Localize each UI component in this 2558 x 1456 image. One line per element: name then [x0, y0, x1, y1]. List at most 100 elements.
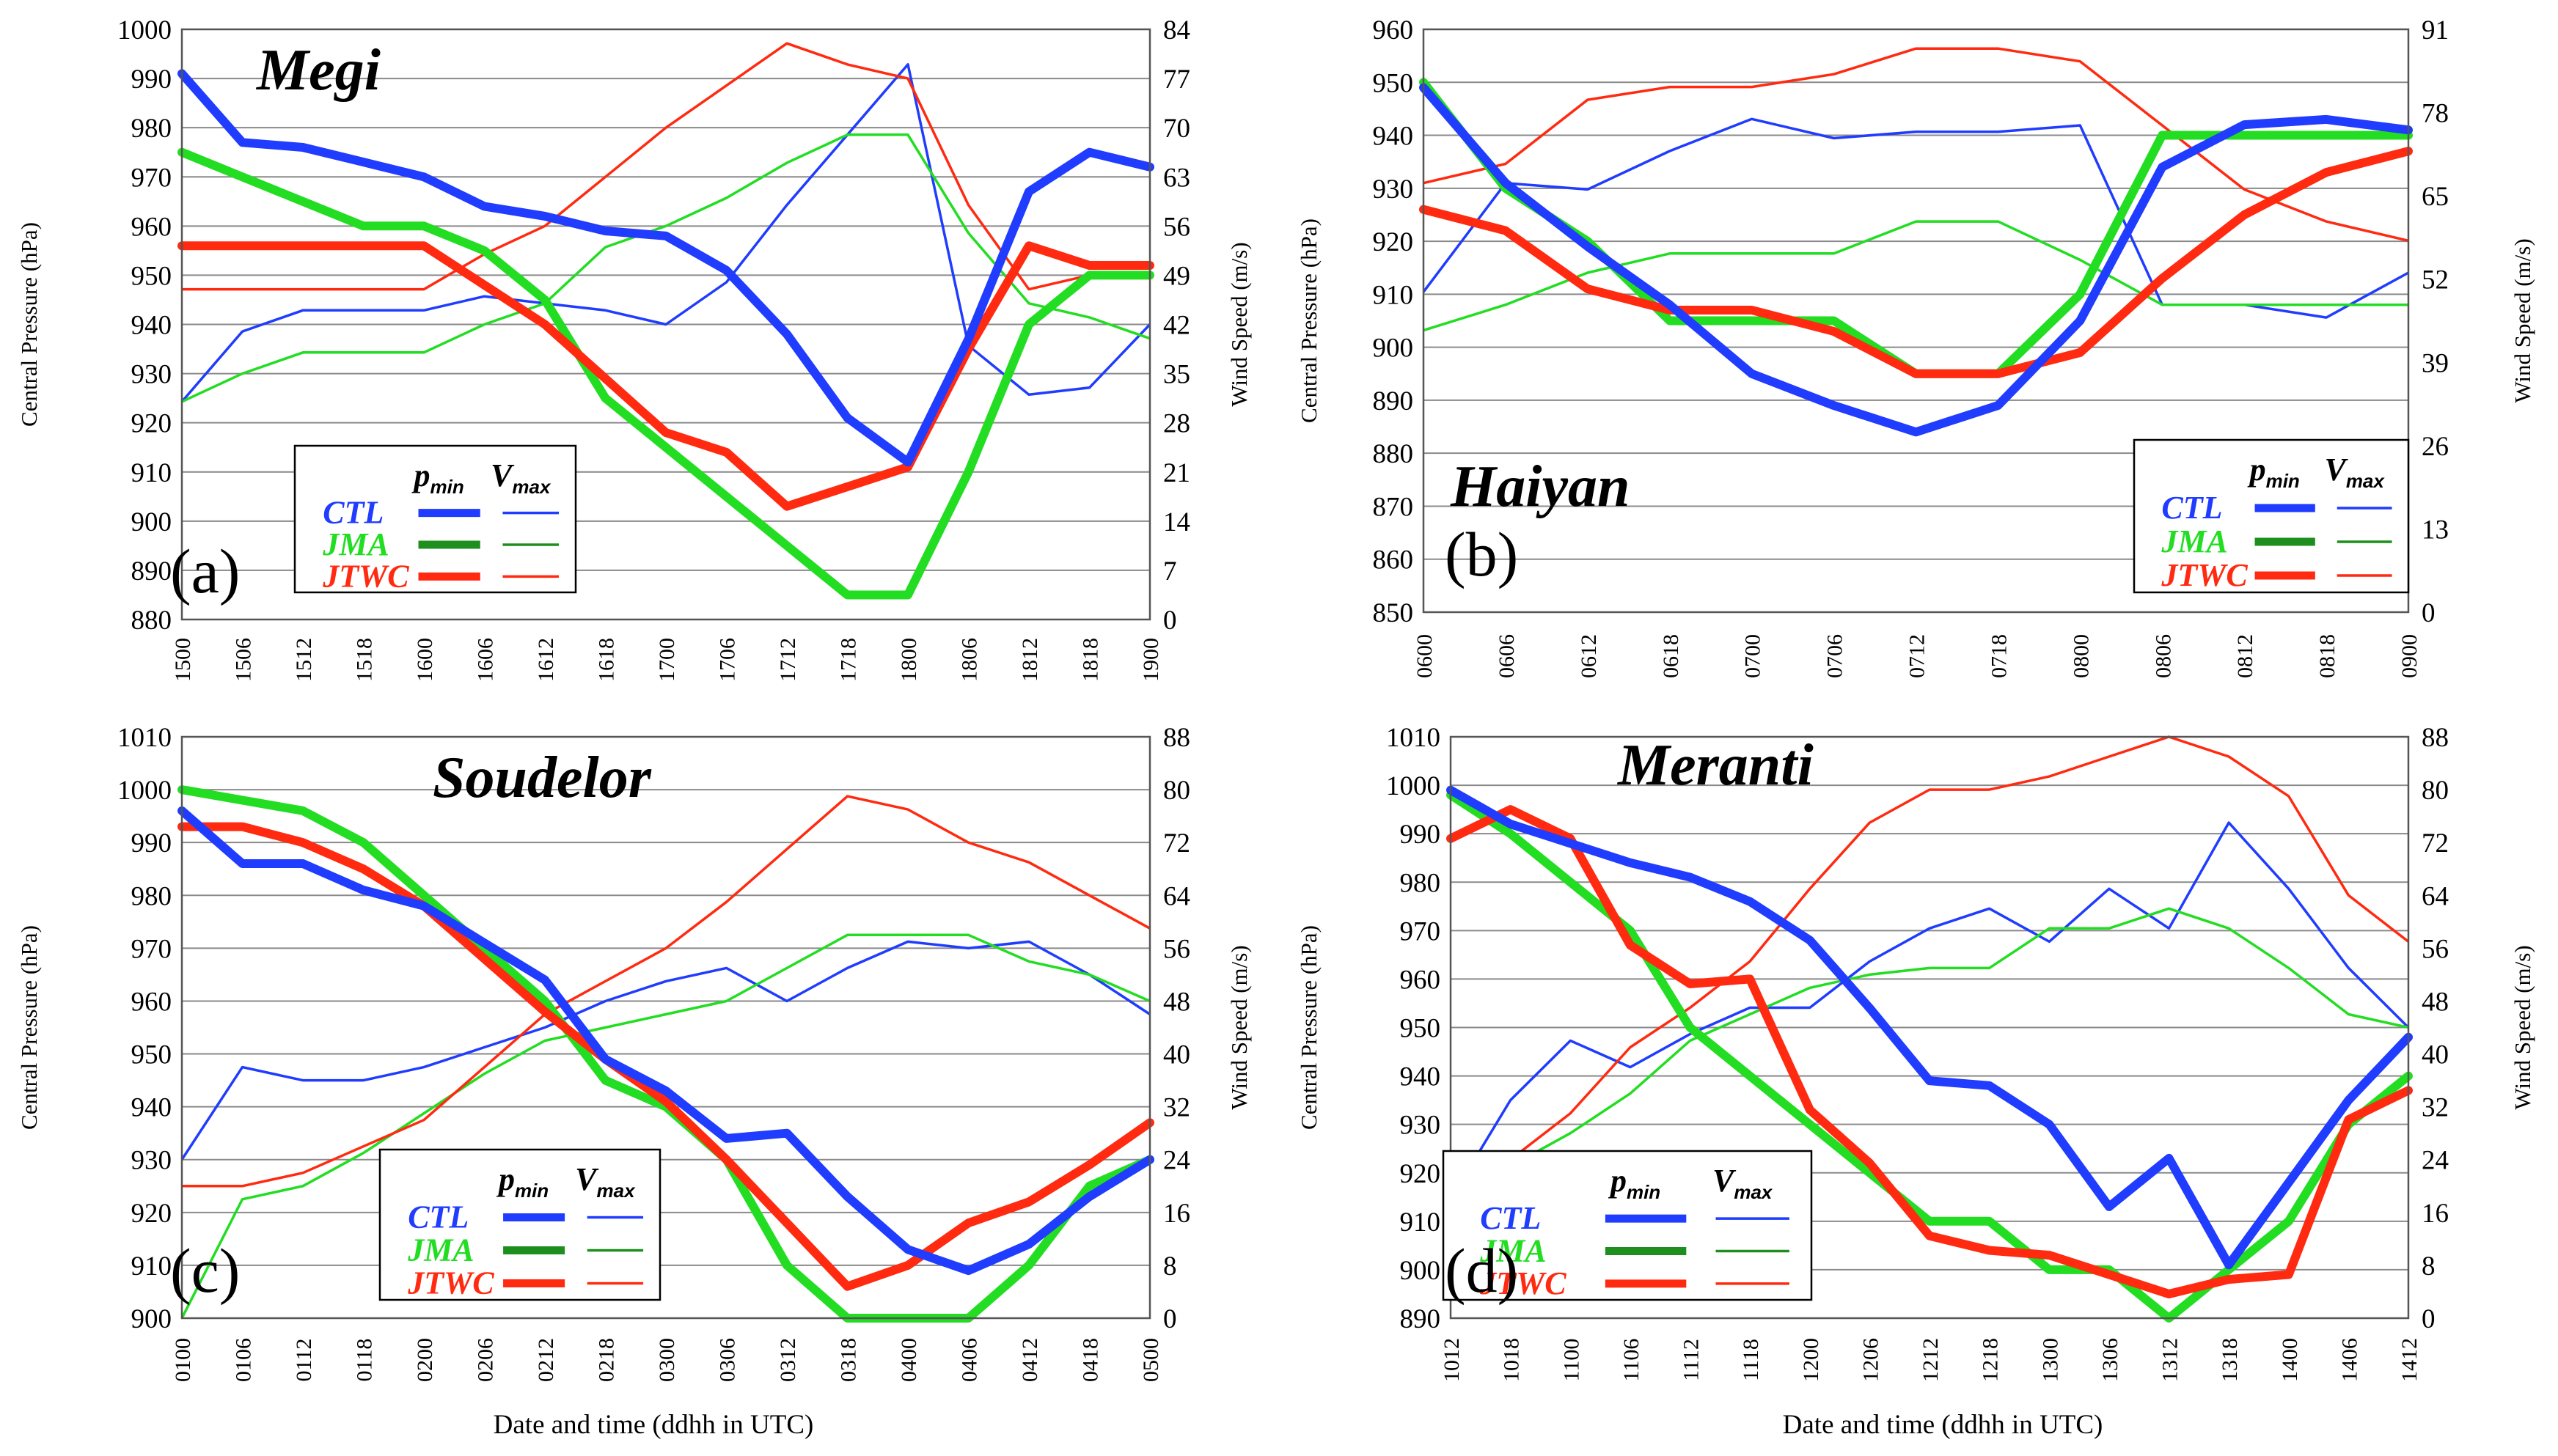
x-tick-label: 1206: [1858, 1338, 1883, 1382]
y-tick-label: 960: [131, 987, 172, 1017]
y-tick-label: 940: [1373, 122, 1414, 152]
y2-tick-label: 63: [1163, 163, 1190, 193]
x-tick-label: 1712: [776, 638, 800, 682]
x-tick-label: 1406: [2337, 1338, 2361, 1382]
x-tick-label: 1612: [534, 638, 558, 682]
y-tick-label: 990: [131, 828, 172, 858]
x-tick-label: 1412: [2397, 1338, 2422, 1382]
y2-tick-label: 8: [2422, 1251, 2436, 1282]
x-tick-label: 1812: [1018, 638, 1042, 682]
x-tick-label: 0400: [897, 1338, 921, 1382]
legend-header-vmax: Vmax: [491, 457, 551, 498]
x-tick-label: 1700: [655, 638, 679, 682]
y-tick-label: 890: [1373, 386, 1414, 416]
legend-header-vmax: Vmax: [2324, 452, 2385, 492]
y2-tick-label: 7: [1163, 556, 1177, 587]
x-tick-label: 0606: [1495, 634, 1519, 678]
x-tick-label: 0818: [2315, 634, 2339, 678]
y2-tick-label: 8: [1163, 1251, 1177, 1282]
y2-tick-label: 32: [1163, 1093, 1190, 1123]
y-tick-label: 890: [1400, 1304, 1441, 1334]
y2-tick-label: 48: [1163, 987, 1190, 1017]
x-tick-label: 0200: [413, 1338, 437, 1382]
x-tick-label: 0300: [655, 1338, 679, 1382]
x-tick-label: 0806: [2151, 634, 2175, 678]
y2-axis-label: Wind Speed (m/s): [2510, 945, 2535, 1109]
plot-frame: [1449, 735, 2410, 1320]
vmax-line-jma: [181, 133, 1151, 403]
y2-tick-label: 56: [2422, 934, 2449, 964]
legend-label-jma: JMA: [322, 526, 389, 562]
x-tick-label: 1800: [897, 638, 921, 682]
y2-tick-label: 26: [2422, 432, 2449, 462]
y-tick-label: 950: [131, 1040, 172, 1070]
x-tick-label: 1818: [1079, 638, 1103, 682]
x-tick-label: 0700: [1741, 634, 1765, 678]
y2-tick-label: 88: [2422, 723, 2449, 753]
storm-name: Soudelor: [433, 746, 652, 810]
x-tick-label: 0118: [353, 1339, 377, 1382]
y-tick-label: 970: [131, 934, 172, 964]
y2-tick-label: 52: [2422, 265, 2449, 295]
x-tick-label: 0212: [534, 1338, 558, 1382]
pmin-line-ctl: [177, 69, 1154, 467]
x-tick-label: 1118: [1739, 1339, 1763, 1381]
y2-tick-label: 78: [2422, 99, 2449, 129]
vmax-line-ctl: [180, 63, 1151, 403]
x-tick-label: 1618: [595, 638, 619, 682]
x-tick-label: 0900: [2397, 634, 2422, 678]
pmin-line-jma: [177, 147, 1154, 600]
y-tick-label: 850: [1373, 598, 1414, 628]
y-tick-label: 970: [131, 163, 172, 193]
y2-tick-label: 80: [2422, 776, 2449, 806]
x-tick-label: 1112: [1679, 1339, 1704, 1381]
x-tick-label: 0412: [1018, 1338, 1042, 1382]
x-tick-label: 1600: [413, 638, 437, 682]
legend-label-jtwc: JTWC: [322, 558, 409, 594]
y-axis-label: Central Pressure (hPa): [16, 222, 42, 427]
legend-box: [378, 1148, 662, 1301]
x-tick-label: 0100: [171, 1338, 195, 1382]
y2-axis-label: Wind Speed (m/s): [2510, 238, 2535, 402]
x-tick-label: 0306: [716, 1338, 740, 1382]
y2-tick-label: 56: [1163, 212, 1190, 242]
y-tick-label: 930: [1373, 174, 1414, 205]
y2-tick-label: 72: [2422, 828, 2449, 858]
y2-tick-label: 39: [2422, 348, 2449, 378]
y-tick-label: 970: [1400, 916, 1441, 946]
plot-frame: [180, 28, 1151, 621]
y2-tick-label: 40: [1163, 1040, 1190, 1070]
y2-tick-label: 65: [2422, 182, 2449, 212]
pmin-line-ctl: [177, 806, 1154, 1276]
x-tick-label: 0418: [1079, 1338, 1103, 1382]
legend-label-ctl: CTL: [2161, 490, 2222, 526]
panel-label: (a): [170, 536, 240, 606]
y-tick-label: 900: [131, 507, 172, 537]
panel-c-soudelor: 900 910 920 930 940 950 960 970 980 990 1000 1010 0 8…: [16, 723, 1252, 1382]
y-tick-label: 1010: [117, 723, 172, 753]
y2-tick-label: 24: [2422, 1146, 2449, 1176]
pmin-line-jtwc: [1419, 147, 2413, 378]
y-tick-label: 960: [1400, 965, 1441, 995]
pmin-line-ctl: [1419, 83, 2413, 437]
y-tick-label: 940: [131, 311, 172, 341]
x-tick-label: 1718: [837, 638, 861, 682]
vmax-line-jtwc: [1423, 47, 2409, 243]
legend-label-jma: JMA: [1479, 1233, 1546, 1269]
x-tick-label: 0800: [2069, 634, 2093, 678]
legend-header-vmax: Vmax: [1712, 1163, 1773, 1203]
pmin-line-jtwc: [177, 822, 1154, 1291]
x-tick-label: 1518: [353, 638, 377, 682]
y-tick-label: 870: [1373, 492, 1414, 522]
x-tick-label: 1200: [1799, 1338, 1823, 1382]
y-tick-label: 980: [131, 881, 172, 911]
y-tick-label: 920: [1373, 227, 1414, 257]
y2-tick-label: 16: [1163, 1199, 1190, 1229]
y-tick-label: 950: [131, 261, 172, 291]
x-tick-label: 0318: [837, 1338, 861, 1382]
panel-b-haiyan: 850 860 870 880 890 900 910 920 930 940 950 960 0 13 2…: [1296, 15, 2535, 678]
panel-label: (d): [1445, 1235, 1518, 1306]
y-tick-label: 890: [131, 556, 172, 587]
y-tick-label: 930: [131, 1146, 172, 1176]
